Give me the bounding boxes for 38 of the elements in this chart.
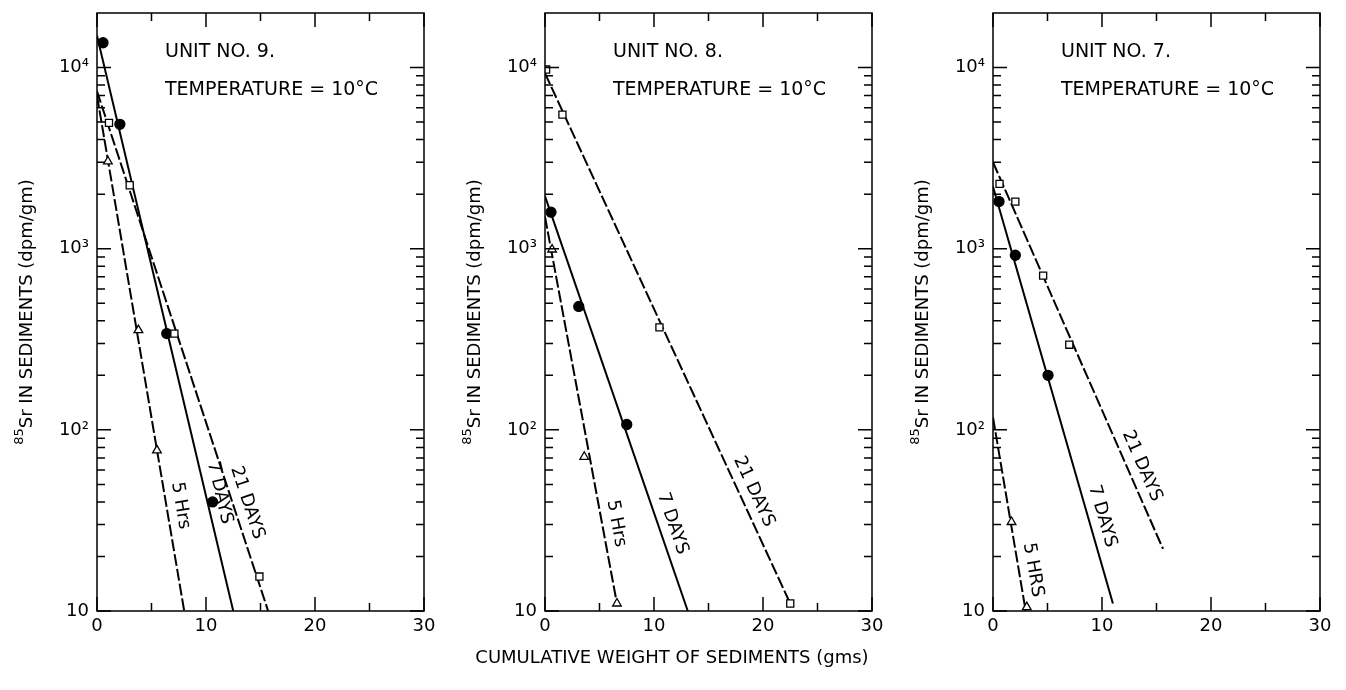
y-tick-label: 10² xyxy=(506,417,537,439)
y-tick-label: 10³ xyxy=(506,236,537,258)
y-tick-label: 10⁴ xyxy=(58,55,89,77)
y-tick-label: 10⁴ xyxy=(506,55,537,77)
x-tick-label: 20 xyxy=(751,613,775,635)
y-axis-title: 85Sr IN SEDIMENTS (dpm/gm) xyxy=(459,179,484,445)
y-tick-label: 10 xyxy=(66,598,89,620)
text: TEMPERATURE = 10°C xyxy=(612,77,827,99)
text: 5 Hrs xyxy=(168,480,197,531)
x-tick-label: 10 xyxy=(642,613,666,635)
x-tick-label: 10 xyxy=(1090,613,1114,635)
x-tick-label: 30 xyxy=(412,613,436,635)
y-tick-label: 10² xyxy=(954,417,985,439)
x-axis-title: CUMULATIVE WEIGHT OF SEDIMENTS (gms) xyxy=(475,646,869,667)
y-tick-label: 10² xyxy=(58,417,89,439)
x-tick-label: 10 xyxy=(194,613,218,635)
y-tick-label: 10 xyxy=(514,598,537,620)
y-tick-label: 10³ xyxy=(58,236,89,258)
y-axis-title: 85Sr IN SEDIMENTS (dpm/gm) xyxy=(907,179,932,445)
text: 5 Hrs xyxy=(603,497,633,549)
text: UNIT NO. 9. xyxy=(165,39,275,61)
x-tick-label: 30 xyxy=(1308,613,1332,635)
y-axis-title: 85Sr IN SEDIMENTS (dpm/gm) xyxy=(11,179,36,445)
x-tick-label: 20 xyxy=(303,613,327,635)
text: 7 DAYS xyxy=(653,489,695,557)
y-tick-label: 10 xyxy=(962,598,985,620)
x-tick-label: 20 xyxy=(1199,613,1223,635)
y-tick-label: 10⁴ xyxy=(954,55,985,77)
text: TEMPERATURE = 10°C xyxy=(1060,77,1275,99)
x-tick-label: 0 xyxy=(91,613,103,635)
text: 5 HRS xyxy=(1019,540,1050,599)
text: UNIT NO. 8. xyxy=(613,39,723,61)
y-tick-label: 10³ xyxy=(954,236,985,258)
x-tick-label: 0 xyxy=(539,613,551,635)
x-tick-label: 30 xyxy=(860,613,884,635)
text: UNIT NO. 7. xyxy=(1061,39,1171,61)
text: TEMPERATURE = 10°C xyxy=(164,77,379,99)
x-tick-label: 0 xyxy=(987,613,999,635)
